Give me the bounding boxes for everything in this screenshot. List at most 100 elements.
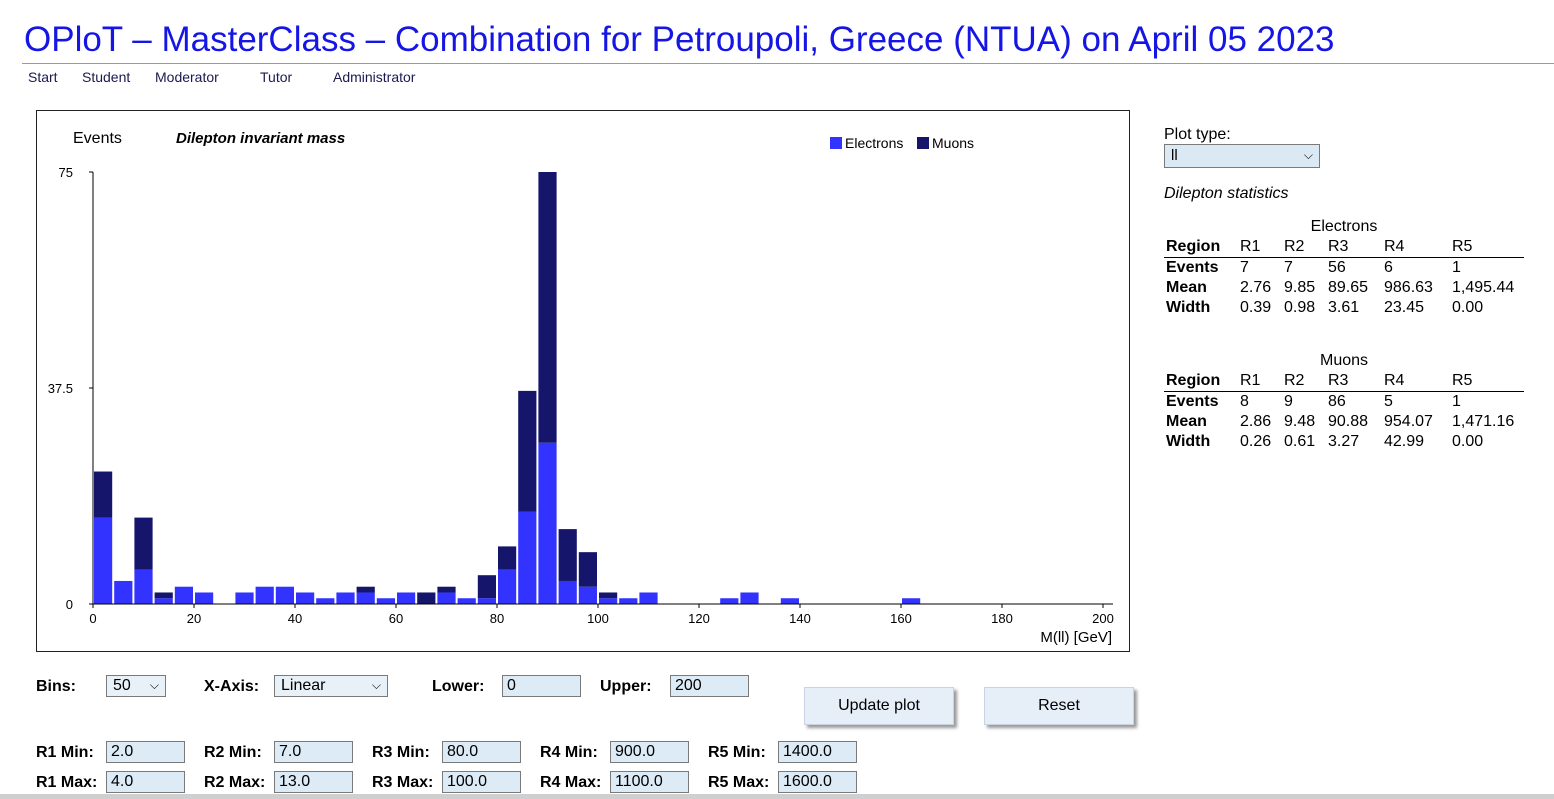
plot-type-label: Plot type: (1164, 126, 1231, 143)
r2-min-input[interactable]: 7.0 (274, 741, 353, 763)
r1-max-input[interactable]: 4.0 (106, 771, 185, 793)
bins-value: 50 (113, 677, 131, 694)
table-cell: Events (1166, 393, 1219, 410)
legend-swatch-electrons (830, 137, 842, 149)
x-tick-label: 100 (587, 611, 609, 626)
histogram-bar-muons (94, 471, 113, 518)
table-cell: 954.07 (1384, 413, 1433, 430)
x-tick-label: 140 (789, 611, 811, 626)
table-cell: 0.61 (1284, 433, 1316, 450)
table-header-cell: R3 (1326, 371, 1382, 392)
x-tick-label: 40 (288, 611, 302, 626)
horizontal-scrollbar[interactable] (0, 794, 1554, 799)
r5-max-label: R5 Max: (708, 774, 770, 791)
histogram-bar-electrons (437, 592, 456, 604)
y-ticks: 0 37.5 75 (48, 165, 93, 612)
nav-student-link[interactable]: Student (82, 69, 131, 85)
lower-input[interactable]: 0 (502, 675, 581, 697)
histogram-bar-electrons (780, 598, 799, 604)
table-cell: 0.00 (1452, 299, 1484, 316)
table-cell: Mean (1166, 279, 1207, 296)
y-tick-label: 37.5 (48, 381, 73, 396)
upper-input[interactable]: 200 (670, 675, 749, 697)
histogram-bar-muons (538, 172, 557, 443)
x-tick-label: 60 (389, 611, 403, 626)
nav-moderator-link[interactable]: Moderator (155, 69, 219, 85)
x-tick-label: 200 (1092, 611, 1114, 626)
update-plot-button[interactable]: Update plot (804, 687, 954, 725)
histogram-bar-electrons (376, 598, 395, 604)
table-row: Width 0.39 0.98 3.61 23.45 0.00 (1164, 298, 1524, 318)
histogram-bar-muons (518, 390, 537, 512)
r1-min-label: R1 Min: (36, 744, 94, 761)
table-cell: 9.85 (1284, 279, 1316, 296)
histogram-bar-electrons (154, 598, 173, 604)
legend-swatch-muons (917, 137, 929, 149)
table-row: Events 7 7 56 6 1 (1164, 258, 1524, 279)
dilepton-histogram: 0 37.5 75 0 20 40 60 80 100 120 140 160 180 200 Even… (48, 130, 1114, 646)
bins-label: Bins: (36, 678, 76, 695)
chevron-down-icon: ⌵ (149, 678, 159, 692)
table-header-row: Region R1 R2 R3 R4 R5 (1164, 237, 1524, 258)
legend-label-electrons: Electrons (845, 135, 903, 151)
table-cell: 3.27 (1328, 433, 1360, 450)
table-header-row: Region R1 R2 R3 R4 R5 (1164, 371, 1524, 392)
table-cell: 0.26 (1240, 433, 1272, 450)
table-cell: 89.65 (1328, 279, 1369, 296)
histogram-bar-muons (498, 546, 517, 570)
nav-start-link[interactable]: Start (28, 69, 58, 85)
muon-stats-table: Muons Region R1 R2 R3 R4 R5 Events 8 9 8… (1164, 352, 1524, 452)
nav-tutor-link[interactable]: Tutor (260, 69, 293, 85)
histogram-bar-electrons (639, 592, 658, 604)
r5-min-input[interactable]: 1400.0 (778, 741, 857, 763)
lower-label: Lower: (432, 678, 485, 695)
table-header-cell: R4 (1382, 237, 1450, 258)
r5-min-label: R5 Min: (708, 744, 766, 761)
histogram-bar-electrons (255, 586, 274, 604)
histogram-bar-electrons (902, 598, 921, 604)
plot-type-select[interactable]: ll ⌵ (1164, 144, 1320, 168)
table-cell: 0.98 (1284, 299, 1316, 316)
table-header-cell: R2 (1282, 237, 1326, 258)
r4-min-input[interactable]: 900.0 (610, 741, 689, 763)
r3-min-input[interactable]: 80.0 (442, 741, 521, 763)
histogram-bar-muons (599, 592, 618, 599)
y-tick-label: 75 (59, 165, 73, 180)
r1-max-label: R1 Max: (36, 774, 98, 791)
histogram-bar-electrons (134, 569, 153, 604)
table-row: Mean 2.86 9.48 90.88 954.07 1,471.16 (1164, 412, 1524, 432)
reset-button[interactable]: Reset (984, 687, 1134, 725)
r2-max-label: R2 Max: (204, 774, 266, 791)
table-cell: 86 (1328, 393, 1346, 410)
r5-max-input[interactable]: 1600.0 (778, 771, 857, 793)
nav-administrator-link[interactable]: Administrator (333, 69, 416, 85)
table-header-cell: Region (1164, 237, 1238, 258)
table-cell: 2.76 (1240, 279, 1272, 296)
table-cell: 23.45 (1384, 299, 1425, 316)
r2-max-input[interactable]: 13.0 (274, 771, 353, 793)
table-cell: 7 (1240, 259, 1249, 276)
histogram-bar-muons (154, 592, 173, 599)
histogram-bar-muons (477, 575, 496, 599)
table-cell: 1 (1452, 259, 1461, 276)
electron-stats-caption: Electrons (1310, 218, 1378, 235)
table-cell: Width (1166, 433, 1211, 450)
histogram-bar-muons (437, 586, 456, 593)
x-tick-label: 120 (688, 611, 710, 626)
bins-select[interactable]: 50 ⌵ (106, 675, 166, 697)
table-row: Events 8 9 86 5 1 (1164, 392, 1524, 413)
r1-min-input[interactable]: 2.0 (106, 741, 185, 763)
r3-max-label: R3 Max: (372, 774, 434, 791)
x-axis-scale-select[interactable]: Linear ⌵ (274, 675, 388, 697)
r4-max-label: R4 Max: (540, 774, 602, 791)
legend-label-muons: Muons (932, 135, 974, 151)
r2-min-label: R2 Min: (204, 744, 262, 761)
histogram-bar-electrons (336, 592, 355, 604)
chart-title: Dilepton invariant mass (176, 130, 345, 147)
r4-max-input[interactable]: 1100.0 (610, 771, 689, 793)
table-header-cell: R5 (1450, 237, 1524, 258)
histogram-bar-electrons (518, 511, 537, 604)
table-cell: 7 (1284, 259, 1293, 276)
r3-max-input[interactable]: 100.0 (442, 771, 521, 793)
histogram-bar-electrons (578, 586, 597, 604)
